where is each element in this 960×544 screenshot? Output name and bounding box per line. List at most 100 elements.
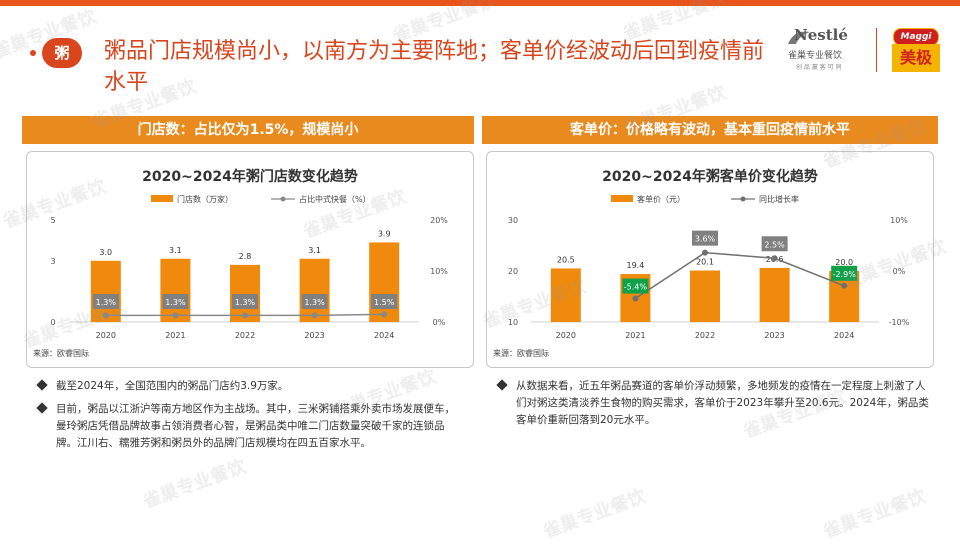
x-tick-label: 2023 (764, 331, 784, 340)
left-chart-title: 2020~2024年粥门店数变化趋势 (142, 169, 358, 185)
right-chart-title: 2020~2024年粥客单价变化趋势 (602, 169, 818, 185)
line-value-label: 3.6% (695, 235, 716, 244)
line-value-label: -5.4% (624, 283, 648, 292)
bar-value-label: 3.1 (308, 246, 321, 255)
bar (690, 270, 720, 322)
y-right-tick-label: 20% (430, 216, 448, 225)
legend-line-label: 同比增长率 (759, 194, 799, 204)
maggi-text: 美极 (892, 44, 940, 72)
line-label-box (761, 236, 788, 252)
line-label-box (232, 294, 258, 309)
line-value-label: -2.9% (833, 270, 857, 279)
line-point (172, 312, 179, 319)
y-right-tick-label: 10% (430, 267, 448, 276)
nestle-brand-text: Nestlé (794, 26, 848, 44)
bar (299, 258, 330, 322)
y-right-tick-label: 0% (433, 318, 446, 327)
left-source: 来源：欧睿国际 (33, 349, 89, 358)
legend-line-marker (740, 196, 746, 202)
y-right-tick-label: 10% (890, 216, 908, 225)
right-bullets: 从数据来看，近五年粥品赛道的客单价浮动频繁，多地频发的疫情在一定程度上刺激了人们… (496, 378, 930, 435)
nestle-sub-text: 创 品 赢 客 可 同 (796, 64, 842, 71)
watermark: 雀巢专业餐饮 (820, 486, 929, 543)
legend-bar-swatch (611, 195, 633, 202)
avg-ticket-chart: 客单价（元） 同比增长率 10 20 30 -10% 0% 10% 20.5 2020 19.4 20… (508, 194, 910, 340)
x-tick-label: 2022 (235, 331, 255, 340)
legend-bar-label: 客单价（元） (637, 194, 685, 204)
line-point (102, 312, 109, 319)
right-source: 来源：欧睿国际 (493, 349, 549, 358)
line-point (311, 312, 318, 319)
page-title: 粥品门店规模尚小，以南方为主要阵地；客单价经波动后回到疫情前水平 (104, 39, 765, 95)
y-right-tick-label: -10% (889, 318, 910, 327)
line-value-label: 1.3% (304, 298, 325, 307)
line-value-label: 2.5% (764, 240, 785, 249)
line-label-box (622, 278, 649, 294)
left-chart-panel: 2020~2024年粥门店数变化趋势 门店数（万家） 占比中式快餐（%） 0 3 5 0%… (26, 151, 474, 368)
maggi-logo: Maggi 美极 (892, 28, 940, 72)
line-value-label: 1.3% (165, 298, 186, 307)
bullet-item: 目前，粥品以江浙沪等南方地区作为主战场。其中，三米粥铺搭乘外卖市场发展便车，曼玲… (36, 401, 458, 452)
y-left-tick-label: 30 (508, 216, 518, 225)
line-value-label: 1.5% (374, 298, 395, 307)
series-line (634, 251, 845, 300)
bar (90, 260, 121, 322)
line-label-box (692, 230, 718, 246)
legend-bar-label: 门店数（万家） (177, 194, 233, 204)
y-left-tick-label: 20 (508, 267, 518, 276)
x-tick-label: 2021 (625, 331, 645, 340)
store-count-chart: 门店数（万家） 占比中式快餐（%） 0 3 5 0% 10% 20% 3.0 2020 3.1 202… (50, 194, 448, 340)
bar (160, 258, 191, 322)
bullet-text: 目前，粥品以江浙沪等南方地区作为主战场。其中，三米粥铺搭乘外卖市场发展便车，曼玲… (56, 403, 455, 449)
logo-divider (876, 28, 877, 72)
y-left-tick-label: 10 (508, 318, 518, 327)
bar-value-label: 20.0 (835, 258, 853, 267)
bar-value-label: 19.4 (626, 261, 644, 270)
x-tick-label: 2020 (96, 331, 116, 340)
nestle-logo: Nestlé 雀巢专业餐饮 创 品 赢 客 可 同 (786, 22, 862, 74)
bar-value-label: 3.9 (378, 229, 391, 238)
right-panel-header: 客单价：价格略有波动，基本重回疫情前水平 (482, 116, 938, 144)
line-value-label: 1.3% (235, 298, 256, 307)
bullet-item: 截至2024年，全国范围内的粥品门店约3.9万家。 (36, 378, 458, 395)
x-tick-label: 2021 (165, 331, 185, 340)
legend-line-label: 占比中式快餐（%） (299, 194, 371, 204)
line-point (632, 295, 639, 302)
line-label-box (371, 294, 398, 309)
bar (759, 267, 790, 322)
legend-bar-swatch (151, 195, 173, 202)
bar-value-label: 3.1 (169, 246, 182, 255)
y-left-tick-label: 3 (50, 257, 55, 266)
watermark: 雀巢专业餐饮 (540, 486, 649, 543)
line-point (702, 249, 708, 256)
bullet-item: 从数据来看，近五年粥品赛道的客单价浮动频繁，多地频发的疫情在一定程度上刺激了人们… (496, 378, 930, 429)
y-right-tick-label: 0% (893, 267, 906, 276)
x-tick-label: 2024 (374, 331, 394, 340)
y-left-tick-label: 0 (50, 318, 55, 327)
left-panel-header: 门店数：占比仅为1.5%，规模尚小 (22, 116, 474, 144)
bullet-text: 截至2024年，全国范围内的粥品门店约3.9万家。 (56, 380, 289, 392)
x-tick-label: 2020 (556, 331, 576, 340)
nestle-cn-text: 雀巢专业餐饮 (788, 51, 843, 61)
bar (369, 242, 400, 322)
top-accent-bar (0, 0, 960, 6)
x-tick-label: 2024 (834, 331, 854, 340)
line-label-box (831, 265, 858, 281)
line-value-label: 1.3% (96, 298, 117, 307)
section-badge: 粥 (42, 38, 82, 68)
y-left-tick-label: 5 (50, 216, 55, 225)
right-chart-panel: 2020~2024年粥客单价变化趋势 客单价（元） 同比增长率 10 20 30 -10%… (486, 151, 934, 368)
nestle-bird-icon (788, 31, 810, 44)
line-label-box (301, 294, 328, 309)
legend-line-marker (280, 196, 286, 202)
bar-value-label: 20.5 (557, 255, 575, 264)
bar-value-label: 20.1 (696, 257, 714, 266)
watermark: 雀巢专业餐饮 (140, 456, 249, 513)
diamond-bullet-icon (36, 402, 48, 414)
x-tick-label: 2023 (304, 331, 324, 340)
diamond-bullet-icon (496, 379, 508, 391)
line-label-box (162, 294, 189, 309)
x-tick-label: 2022 (695, 331, 715, 340)
bullet-text: 从数据来看，近五年粥品赛道的客单价浮动频繁，多地频发的疫情在一定程度上刺激了人们… (516, 380, 929, 426)
bar-value-label: 2.8 (239, 252, 252, 261)
